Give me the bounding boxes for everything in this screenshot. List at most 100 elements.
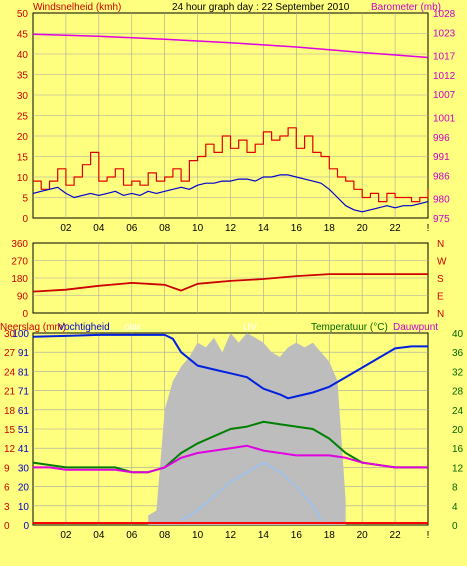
- graph-title: 24 hour graph day : 22 September 2010: [172, 2, 350, 13]
- rain-axis-label: Neerslag (mm): [0, 322, 66, 333]
- x-tick-label: 12: [225, 530, 237, 541]
- temperature-tick-label: 8: [452, 483, 458, 494]
- baro-tick-label: 1012: [433, 71, 456, 82]
- wind-tick-label: 25: [17, 112, 29, 123]
- x-tick-label: 20: [357, 530, 369, 541]
- wind-tick-label: 5: [22, 194, 28, 205]
- baro-tick-label: 996: [433, 133, 450, 144]
- humidity-axis-label: Vochtigheid: [58, 322, 110, 333]
- temperature-tick-label: 4: [452, 502, 458, 513]
- x-tick-label: !: [427, 223, 430, 234]
- compass-label: W: [437, 257, 447, 268]
- x-tick-label: 12: [225, 223, 237, 234]
- barometer-line: [32, 33, 429, 59]
- solar-area: [148, 333, 346, 525]
- baro-tick-label: 1017: [433, 52, 456, 63]
- chart-marks: [32, 33, 429, 525]
- temperature-tick-label: 20: [452, 425, 464, 436]
- x-tick-label: 18: [324, 530, 336, 541]
- direction-tick-label: 270: [11, 257, 28, 268]
- axis-labels: 0510152025303540455097598098699199610011…: [4, 9, 464, 541]
- direction-tick-label: 90: [17, 292, 29, 303]
- temperature-tick-label: 28: [452, 387, 464, 398]
- x-tick-label: 08: [159, 530, 171, 541]
- x-tick-label: 22: [390, 223, 402, 234]
- x-tick-label: 14: [258, 223, 270, 234]
- compass-label: N: [437, 309, 444, 320]
- wind-average-line: [32, 174, 429, 213]
- temperature-tick-label: 32: [452, 367, 464, 378]
- rain-tick-label: 30: [4, 329, 16, 340]
- temperature-tick-label: 36: [452, 348, 464, 359]
- humidity-tick-label: 0: [23, 521, 29, 532]
- compass-label: N: [437, 239, 444, 250]
- humidity-tick-label: 91: [18, 348, 30, 359]
- baro-axis-label: Barometer (mb): [371, 2, 441, 13]
- rain-tick-label: 24: [4, 367, 16, 378]
- wind-tick-label: 20: [17, 132, 29, 143]
- direction-tick-label: 180: [11, 274, 28, 285]
- wind-tick-label: 30: [17, 91, 29, 102]
- x-tick-label: 02: [60, 530, 72, 541]
- humidity-tick-label: 20: [18, 483, 30, 494]
- temperature-tick-label: 12: [452, 463, 464, 474]
- x-tick-label: 18: [324, 223, 336, 234]
- x-tick-label: 22: [390, 530, 402, 541]
- dewpoint-axis-label: Dauwpunt: [393, 322, 438, 333]
- humidity-tick-label: 30: [18, 463, 30, 474]
- rain-tick-label: 12: [4, 444, 16, 455]
- uv-axis-label: UV: [243, 322, 257, 333]
- baro-tick-label: 986: [433, 171, 450, 182]
- temperature-tick-label: 24: [452, 406, 464, 417]
- rain-tick-label: 27: [4, 348, 16, 359]
- baro-tick-label: 980: [433, 195, 450, 206]
- humidity-tick-label: 10: [18, 502, 30, 513]
- humidity-line: [32, 333, 428, 400]
- x-tick-label: 08: [159, 223, 171, 234]
- compass-label: S: [437, 274, 444, 285]
- rain-tick-label: 0: [4, 521, 10, 532]
- solar-axis-label: olar: [124, 322, 141, 333]
- temperature-axis-label: Temperatuur (°C): [311, 322, 388, 333]
- rain-tick-label: 3: [4, 502, 10, 513]
- wind-tick-label: 35: [17, 71, 29, 82]
- x-tick-label: 10: [192, 223, 204, 234]
- direction-tick-label: 0: [22, 309, 28, 320]
- humidity-tick-label: 100: [12, 329, 29, 340]
- compass-label: E: [437, 292, 444, 303]
- x-tick-label: 20: [357, 223, 369, 234]
- baro-tick-label: 991: [433, 152, 450, 163]
- wind-tick-label: 45: [17, 30, 29, 41]
- wind-axis-label: Windsnelheid (kmh): [33, 2, 121, 13]
- x-tick-label: 06: [126, 223, 138, 234]
- x-tick-label: 02: [60, 223, 72, 234]
- x-tick-label: 14: [258, 530, 270, 541]
- rain-tick-label: 21: [4, 387, 16, 398]
- temperature-tick-label: 40: [452, 329, 464, 340]
- humidity-tick-label: 41: [18, 444, 30, 455]
- rain-tick-label: 18: [4, 406, 16, 417]
- x-tick-label: 04: [93, 530, 105, 541]
- baro-tick-label: 1023: [433, 28, 456, 39]
- rain-tick-label: 9: [4, 463, 10, 474]
- x-tick-label: 06: [126, 530, 138, 541]
- x-tick-label: 04: [93, 223, 105, 234]
- x-tick-label: 10: [192, 530, 204, 541]
- wind-tick-label: 10: [17, 173, 29, 184]
- humidity-tick-label: 51: [18, 425, 30, 436]
- baro-tick-label: 1007: [433, 90, 456, 101]
- x-tick-label: 16: [291, 223, 303, 234]
- grid-lines: [33, 13, 428, 525]
- wind-direction-line: [32, 273, 428, 293]
- wind-speed-line: [33, 127, 429, 203]
- humidity-tick-label: 71: [18, 387, 30, 398]
- wind-tick-label: 50: [17, 9, 29, 20]
- rain-tick-label: 15: [4, 425, 16, 436]
- rain-tick-label: 6: [4, 483, 10, 494]
- x-tick-label: !: [427, 530, 430, 541]
- direction-tick-label: 360: [11, 239, 28, 250]
- baro-tick-label: 975: [433, 214, 450, 225]
- baro-tick-label: 1028: [433, 9, 456, 20]
- humidity-tick-label: 81: [18, 367, 30, 378]
